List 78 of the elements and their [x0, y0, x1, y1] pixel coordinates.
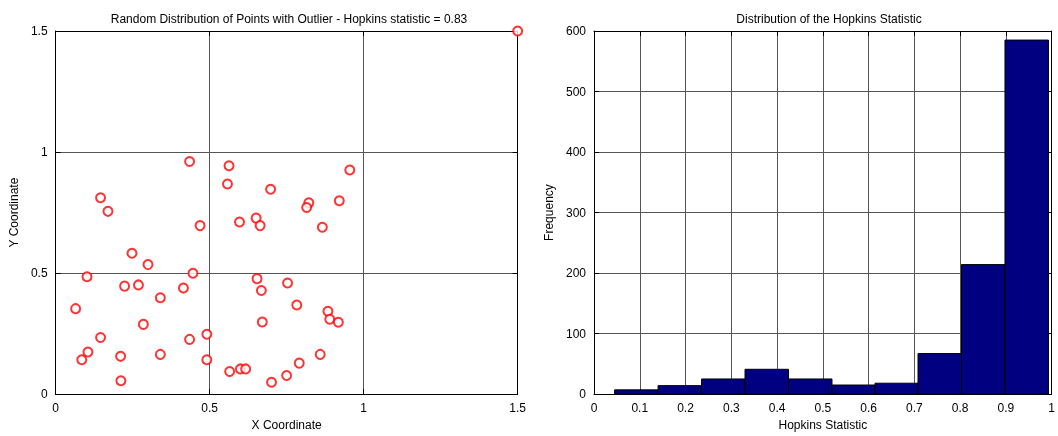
x-tick-label: 0.6 — [860, 401, 878, 416]
point — [301, 201, 313, 213]
point — [154, 292, 166, 304]
point — [81, 271, 93, 283]
point — [70, 303, 82, 315]
x-tick-label: 0.5 — [814, 401, 832, 416]
point — [201, 354, 213, 366]
x-tick-label: 0 — [52, 401, 60, 416]
chart-title: Distribution of the Hopkins Statistic — [736, 12, 922, 26]
point — [266, 376, 278, 388]
point — [115, 375, 127, 387]
x-tick-label: 0.1 — [631, 401, 649, 416]
chart-title: Random Distribution of Points with Outlier - Hopkins statistic = 0.83 — [110, 12, 468, 26]
point — [291, 299, 303, 311]
point — [142, 259, 154, 271]
point — [194, 220, 206, 232]
y-tick-label: 400 — [565, 145, 587, 160]
point — [221, 178, 233, 190]
x-tick-label: 0.3 — [722, 401, 740, 416]
y-tick-label: 500 — [565, 84, 587, 99]
y-axis-title: Y Coordinate — [7, 177, 21, 248]
y-tick-label: 0 — [579, 387, 587, 402]
point — [251, 273, 263, 285]
point — [201, 328, 213, 340]
x-tick-label: 1 — [1048, 401, 1056, 416]
y-tick-label: 200 — [565, 266, 587, 281]
y-tick-label: 300 — [565, 205, 587, 220]
x-axis-title: Hopkins Statistic — [778, 418, 868, 432]
y-tick-label: 1.5 — [30, 24, 48, 38]
point — [76, 354, 88, 366]
point — [177, 282, 189, 294]
y-tick-label: 1 — [40, 145, 48, 160]
point — [255, 285, 267, 296]
x-axis-title: X Coordinate — [251, 418, 322, 432]
point — [95, 331, 107, 343]
point — [293, 357, 305, 369]
point — [333, 195, 345, 207]
point — [184, 155, 196, 167]
point — [254, 220, 266, 232]
point — [184, 333, 196, 345]
point — [240, 363, 252, 375]
point — [324, 313, 336, 325]
point — [224, 366, 236, 378]
point — [187, 267, 199, 279]
y-tick-label: 100 — [565, 326, 587, 341]
x-tick-label: 0.4 — [768, 401, 786, 416]
point — [281, 369, 293, 381]
x-tick-label: 1 — [360, 401, 368, 416]
point — [282, 277, 294, 289]
point — [223, 160, 235, 172]
point — [265, 183, 277, 195]
point — [512, 25, 524, 37]
x-tick-label: 1.5 — [509, 401, 527, 416]
point — [126, 247, 138, 259]
y-axis-title: Frequency — [542, 184, 557, 241]
x-tick-label: 0.2 — [677, 401, 695, 416]
point — [154, 348, 166, 360]
point — [95, 192, 107, 204]
x-tick-label: 0.9 — [997, 401, 1015, 416]
point — [102, 205, 114, 217]
point — [344, 164, 356, 176]
point — [316, 221, 328, 233]
x-tick-label: 0.8 — [951, 401, 969, 416]
point — [256, 316, 268, 328]
point — [82, 346, 94, 358]
y-tick-label: 600 — [565, 24, 587, 38]
y-tick-label: 0.5 — [30, 266, 48, 281]
point — [137, 318, 149, 330]
point — [234, 216, 245, 228]
point — [314, 348, 326, 360]
point — [132, 279, 144, 291]
y-tick-label: 0 — [40, 387, 48, 402]
point — [332, 316, 344, 328]
x-tick-label: 0.7 — [906, 401, 924, 416]
point — [115, 350, 127, 362]
point — [119, 280, 131, 292]
x-tick-label: 0.5 — [201, 401, 219, 416]
x-tick-label: 0 — [590, 401, 598, 416]
